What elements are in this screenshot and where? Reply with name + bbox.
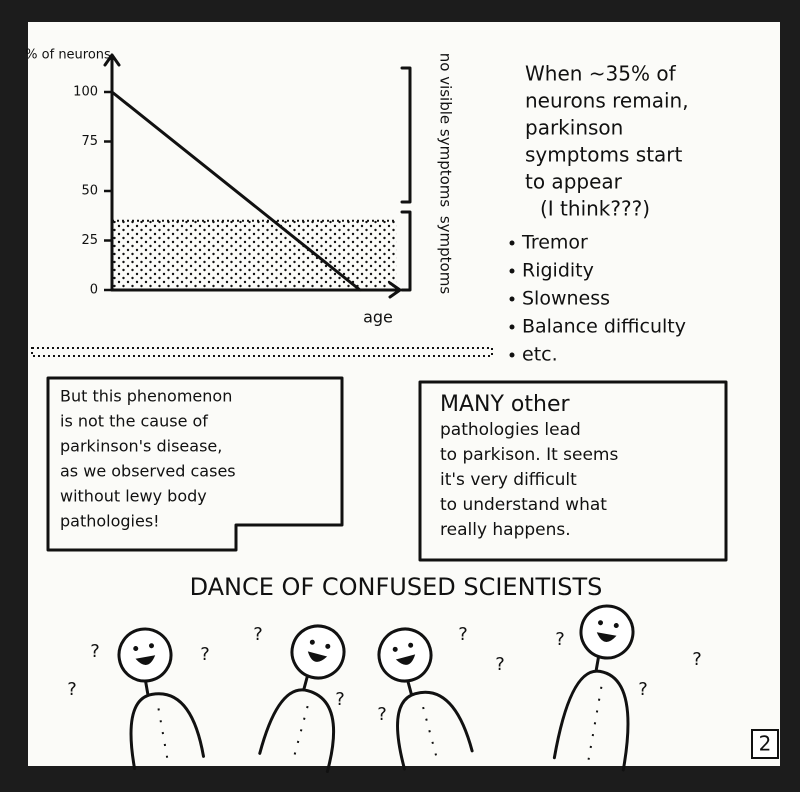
note-line: symptoms start bbox=[525, 143, 683, 167]
scientist bbox=[377, 627, 474, 771]
eye bbox=[408, 642, 414, 648]
question-mark: ? bbox=[458, 624, 468, 645]
eye bbox=[613, 623, 619, 629]
question-mark: ? bbox=[495, 654, 505, 675]
y-tick-label: 100 bbox=[73, 85, 98, 100]
box-left-line: But this phenomenon bbox=[60, 387, 232, 406]
question-mark: ? bbox=[90, 641, 100, 662]
note-line: parkinson bbox=[525, 116, 623, 140]
question-mark: ? bbox=[638, 679, 648, 700]
y-tick-label: 50 bbox=[81, 184, 98, 199]
eye bbox=[598, 620, 604, 626]
page-number: 2 bbox=[759, 732, 772, 756]
box-left-line: is not the cause of bbox=[60, 412, 208, 431]
question-mark: ? bbox=[200, 644, 210, 665]
box-right-line: pathologies lead bbox=[440, 420, 581, 440]
question-mark: ? bbox=[377, 704, 387, 725]
y-tick-label: 25 bbox=[81, 233, 98, 248]
y-axis-label: % of neurons bbox=[25, 48, 111, 63]
body bbox=[552, 655, 630, 772]
page-number-box bbox=[751, 729, 779, 759]
head bbox=[117, 627, 173, 683]
bullet bbox=[509, 268, 515, 274]
box-left-frame bbox=[46, 376, 344, 552]
buttons bbox=[291, 705, 309, 763]
box-right-line: to parkison. It seems bbox=[440, 445, 618, 465]
body bbox=[258, 674, 336, 774]
scientist bbox=[552, 604, 635, 772]
mouth bbox=[596, 632, 617, 642]
bullet bbox=[509, 352, 515, 358]
box-left-line: as we observed cases bbox=[60, 462, 236, 481]
box-right-line: it's very difficult bbox=[440, 470, 577, 490]
eye bbox=[392, 646, 398, 652]
bullet bbox=[509, 296, 515, 302]
bullet bbox=[509, 324, 515, 330]
box-right-line: to understand what bbox=[440, 495, 607, 515]
box-right-frame bbox=[418, 380, 728, 562]
note-line: neurons remain, bbox=[525, 89, 689, 113]
question-mark: ? bbox=[253, 624, 263, 645]
bracket-top bbox=[400, 66, 412, 204]
symptom-band bbox=[112, 220, 397, 290]
x-axis-label: age bbox=[363, 308, 393, 327]
box-right-line: really happens. bbox=[440, 520, 571, 540]
head bbox=[377, 627, 433, 683]
note-line: to appear bbox=[525, 170, 623, 194]
scientist bbox=[117, 627, 205, 771]
mouth bbox=[307, 651, 328, 662]
question-mark: ? bbox=[692, 649, 702, 670]
y-axis bbox=[103, 53, 121, 292]
neuron-line bbox=[110, 90, 362, 292]
box-left-line: without lewy body bbox=[60, 487, 207, 506]
body bbox=[129, 679, 205, 771]
bracket-label: symptoms bbox=[437, 216, 455, 294]
eye bbox=[309, 639, 315, 645]
bracket-label: no visible symptoms bbox=[437, 53, 455, 208]
bullet-text: etc. bbox=[522, 344, 558, 366]
mouth bbox=[395, 654, 416, 665]
head bbox=[290, 624, 346, 680]
eye bbox=[148, 643, 154, 649]
eye bbox=[133, 646, 139, 652]
bullet-text: Rigidity bbox=[522, 260, 594, 282]
bullet-text: Slowness bbox=[522, 288, 610, 310]
divider bbox=[31, 347, 493, 357]
note-line: When ~35% of bbox=[525, 62, 677, 86]
question-mark: ? bbox=[555, 629, 565, 650]
body bbox=[396, 679, 474, 771]
eye bbox=[325, 643, 331, 649]
box-left-line: parkinson's disease, bbox=[60, 437, 222, 456]
bullet-text: Tremor bbox=[521, 232, 588, 254]
note-line: (I think???) bbox=[540, 197, 650, 221]
bullet bbox=[509, 240, 515, 246]
bracket-bottom bbox=[400, 210, 412, 292]
scientist bbox=[258, 624, 346, 774]
box-right-line: MANY other bbox=[440, 392, 570, 417]
mouth bbox=[135, 655, 156, 665]
head bbox=[579, 604, 635, 660]
heading: DANCE OF CONFUSED SCIENTISTS bbox=[190, 573, 603, 601]
bullet-text: Balance difficulty bbox=[522, 316, 686, 338]
question-mark: ? bbox=[335, 689, 345, 710]
y-tick-label: 0 bbox=[90, 283, 98, 298]
y-tick-label: 75 bbox=[81, 134, 98, 149]
question-mark: ? bbox=[67, 679, 77, 700]
x-axis bbox=[110, 281, 402, 299]
box-left-line: pathologies! bbox=[60, 512, 160, 531]
buttons bbox=[586, 686, 603, 764]
